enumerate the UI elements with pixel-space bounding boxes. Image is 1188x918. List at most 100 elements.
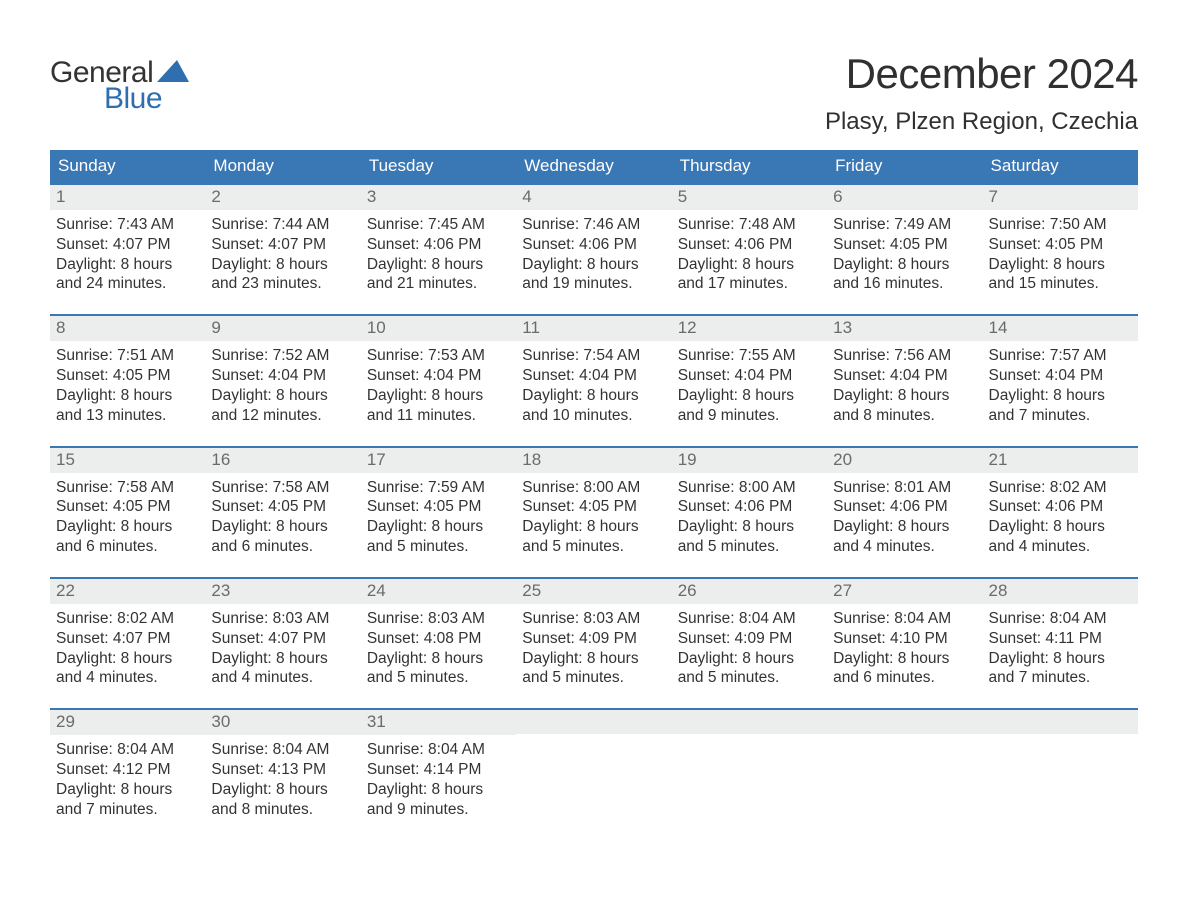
day-cell: 10Sunrise: 7:53 AMSunset: 4:04 PMDayligh…: [361, 316, 516, 431]
sunrise-line: Sunrise: 7:43 AM: [56, 215, 199, 235]
day2-line: and 5 minutes.: [522, 537, 665, 557]
sunset-line: Sunset: 4:04 PM: [833, 366, 976, 386]
sunrise-line: Sunrise: 7:53 AM: [367, 346, 510, 366]
sunset-line: Sunset: 4:09 PM: [522, 629, 665, 649]
day-content: Sunrise: 7:43 AMSunset: 4:07 PMDaylight:…: [50, 210, 205, 300]
day1-line: Daylight: 8 hours: [522, 517, 665, 537]
day-cell: 28Sunrise: 8:04 AMSunset: 4:11 PMDayligh…: [983, 579, 1138, 694]
day2-line: and 4 minutes.: [56, 668, 199, 688]
day-cell: 18Sunrise: 8:00 AMSunset: 4:05 PMDayligh…: [516, 448, 671, 563]
day-cell: 5Sunrise: 7:48 AMSunset: 4:06 PMDaylight…: [672, 185, 827, 300]
sunset-line: Sunset: 4:05 PM: [56, 497, 199, 517]
day1-line: Daylight: 8 hours: [367, 649, 510, 669]
day2-line: and 6 minutes.: [56, 537, 199, 557]
day2-line: and 4 minutes.: [989, 537, 1132, 557]
day2-line: and 11 minutes.: [367, 406, 510, 426]
day-number: 14: [983, 316, 1138, 341]
day-cell: 11Sunrise: 7:54 AMSunset: 4:04 PMDayligh…: [516, 316, 671, 431]
sunrise-line: Sunrise: 8:03 AM: [367, 609, 510, 629]
sunrise-line: Sunrise: 7:51 AM: [56, 346, 199, 366]
day1-line: Daylight: 8 hours: [56, 517, 199, 537]
day-number: 3: [361, 185, 516, 210]
day1-line: Daylight: 8 hours: [522, 386, 665, 406]
day-content: Sunrise: 7:44 AMSunset: 4:07 PMDaylight:…: [205, 210, 360, 300]
sunset-line: Sunset: 4:04 PM: [211, 366, 354, 386]
sunrise-line: Sunrise: 8:02 AM: [56, 609, 199, 629]
day-number: 24: [361, 579, 516, 604]
day-content: Sunrise: 8:04 AMSunset: 4:12 PMDaylight:…: [50, 735, 205, 825]
day-cell: 27Sunrise: 8:04 AMSunset: 4:10 PMDayligh…: [827, 579, 982, 694]
day-number: 19: [672, 448, 827, 473]
sunset-line: Sunset: 4:07 PM: [56, 629, 199, 649]
day2-line: and 13 minutes.: [56, 406, 199, 426]
day-cell: [827, 710, 982, 825]
sunrise-line: Sunrise: 8:04 AM: [211, 740, 354, 760]
day2-line: and 4 minutes.: [833, 537, 976, 557]
day2-line: and 16 minutes.: [833, 274, 976, 294]
day-content: Sunrise: 7:52 AMSunset: 4:04 PMDaylight:…: [205, 341, 360, 431]
sunrise-line: Sunrise: 7:52 AM: [211, 346, 354, 366]
day1-line: Daylight: 8 hours: [833, 255, 976, 275]
sunrise-line: Sunrise: 8:03 AM: [211, 609, 354, 629]
day-cell: 25Sunrise: 8:03 AMSunset: 4:09 PMDayligh…: [516, 579, 671, 694]
day-number: 31: [361, 710, 516, 735]
sunset-line: Sunset: 4:06 PM: [989, 497, 1132, 517]
day-content: Sunrise: 8:04 AMSunset: 4:14 PMDaylight:…: [361, 735, 516, 825]
sunset-line: Sunset: 4:08 PM: [367, 629, 510, 649]
sunset-line: Sunset: 4:06 PM: [833, 497, 976, 517]
day-content: Sunrise: 7:49 AMSunset: 4:05 PMDaylight:…: [827, 210, 982, 300]
day-content: Sunrise: 7:59 AMSunset: 4:05 PMDaylight:…: [361, 473, 516, 563]
day-number: 9: [205, 316, 360, 341]
day-number: 16: [205, 448, 360, 473]
day-content: Sunrise: 7:45 AMSunset: 4:06 PMDaylight:…: [361, 210, 516, 300]
day-number: 11: [516, 316, 671, 341]
day-number: 8: [50, 316, 205, 341]
day-number: 23: [205, 579, 360, 604]
sunrise-line: Sunrise: 8:00 AM: [522, 478, 665, 498]
sunset-line: Sunset: 4:05 PM: [211, 497, 354, 517]
day1-line: Daylight: 8 hours: [678, 386, 821, 406]
day-cell: 21Sunrise: 8:02 AMSunset: 4:06 PMDayligh…: [983, 448, 1138, 563]
week-row: 22Sunrise: 8:02 AMSunset: 4:07 PMDayligh…: [50, 577, 1138, 694]
day1-line: Daylight: 8 hours: [678, 517, 821, 537]
sunrise-line: Sunrise: 7:56 AM: [833, 346, 976, 366]
day-cell: [983, 710, 1138, 825]
day-cell: [516, 710, 671, 825]
sunrise-line: Sunrise: 8:04 AM: [989, 609, 1132, 629]
sunrise-line: Sunrise: 7:58 AM: [56, 478, 199, 498]
day-cell: 29Sunrise: 8:04 AMSunset: 4:12 PMDayligh…: [50, 710, 205, 825]
weekday-header: Tuesday: [361, 150, 516, 183]
sunset-line: Sunset: 4:04 PM: [522, 366, 665, 386]
empty-day-bar: [516, 710, 671, 734]
sunset-line: Sunset: 4:06 PM: [367, 235, 510, 255]
day2-line: and 10 minutes.: [522, 406, 665, 426]
day1-line: Daylight: 8 hours: [367, 255, 510, 275]
day2-line: and 5 minutes.: [678, 537, 821, 557]
sunset-line: Sunset: 4:14 PM: [367, 760, 510, 780]
day-cell: 31Sunrise: 8:04 AMSunset: 4:14 PMDayligh…: [361, 710, 516, 825]
sunrise-line: Sunrise: 7:49 AM: [833, 215, 976, 235]
day-number: 30: [205, 710, 360, 735]
sunrise-line: Sunrise: 7:44 AM: [211, 215, 354, 235]
weekday-header: Friday: [827, 150, 982, 183]
sunset-line: Sunset: 4:07 PM: [211, 235, 354, 255]
sunrise-line: Sunrise: 8:04 AM: [833, 609, 976, 629]
week-row: 15Sunrise: 7:58 AMSunset: 4:05 PMDayligh…: [50, 446, 1138, 563]
day-content: Sunrise: 7:54 AMSunset: 4:04 PMDaylight:…: [516, 341, 671, 431]
week-row: 1Sunrise: 7:43 AMSunset: 4:07 PMDaylight…: [50, 183, 1138, 300]
day-content: Sunrise: 7:56 AMSunset: 4:04 PMDaylight:…: [827, 341, 982, 431]
weekday-header: Saturday: [983, 150, 1138, 183]
day1-line: Daylight: 8 hours: [56, 780, 199, 800]
day-cell: 6Sunrise: 7:49 AMSunset: 4:05 PMDaylight…: [827, 185, 982, 300]
day-content: Sunrise: 7:51 AMSunset: 4:05 PMDaylight:…: [50, 341, 205, 431]
sunrise-line: Sunrise: 8:04 AM: [367, 740, 510, 760]
day-number: 21: [983, 448, 1138, 473]
title-block: December 2024 Plasy, Plzen Region, Czech…: [825, 50, 1138, 136]
sunrise-line: Sunrise: 8:01 AM: [833, 478, 976, 498]
day-number: 7: [983, 185, 1138, 210]
sunrise-line: Sunrise: 7:59 AM: [367, 478, 510, 498]
weeks-container: 1Sunrise: 7:43 AMSunset: 4:07 PMDaylight…: [50, 183, 1138, 826]
sunset-line: Sunset: 4:11 PM: [989, 629, 1132, 649]
day2-line: and 17 minutes.: [678, 274, 821, 294]
day1-line: Daylight: 8 hours: [211, 386, 354, 406]
